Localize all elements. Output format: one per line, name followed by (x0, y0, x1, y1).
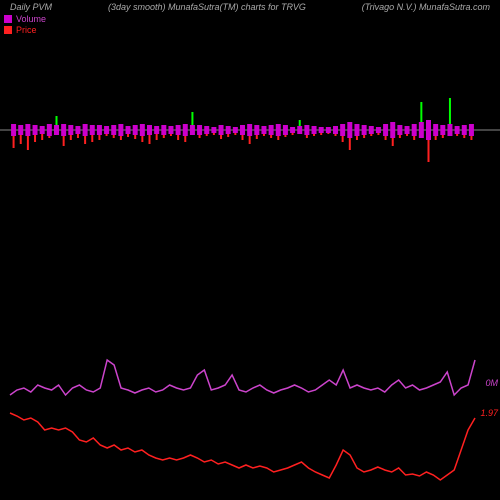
volume-axis-label: 0M (485, 378, 498, 388)
price-axis-label: 1.97 (480, 408, 498, 418)
chart-canvas (0, 0, 500, 500)
